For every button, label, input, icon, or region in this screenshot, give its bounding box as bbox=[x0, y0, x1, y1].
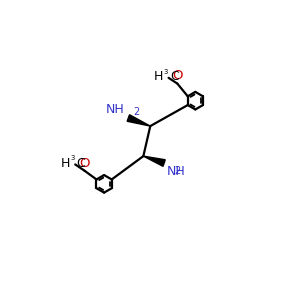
Text: H: H bbox=[61, 157, 70, 170]
Text: $_{3}$: $_{3}$ bbox=[70, 153, 76, 163]
Polygon shape bbox=[143, 156, 165, 166]
Text: $_{3}$: $_{3}$ bbox=[164, 67, 169, 77]
Text: 2: 2 bbox=[175, 166, 181, 176]
Text: NH: NH bbox=[167, 165, 185, 178]
Polygon shape bbox=[127, 115, 150, 126]
Text: O: O bbox=[79, 157, 90, 169]
Text: 2: 2 bbox=[134, 107, 140, 117]
Text: C: C bbox=[76, 157, 85, 170]
Text: C: C bbox=[170, 70, 179, 83]
Text: H: H bbox=[154, 70, 164, 83]
Text: O: O bbox=[172, 69, 183, 82]
Text: NH: NH bbox=[106, 103, 125, 116]
